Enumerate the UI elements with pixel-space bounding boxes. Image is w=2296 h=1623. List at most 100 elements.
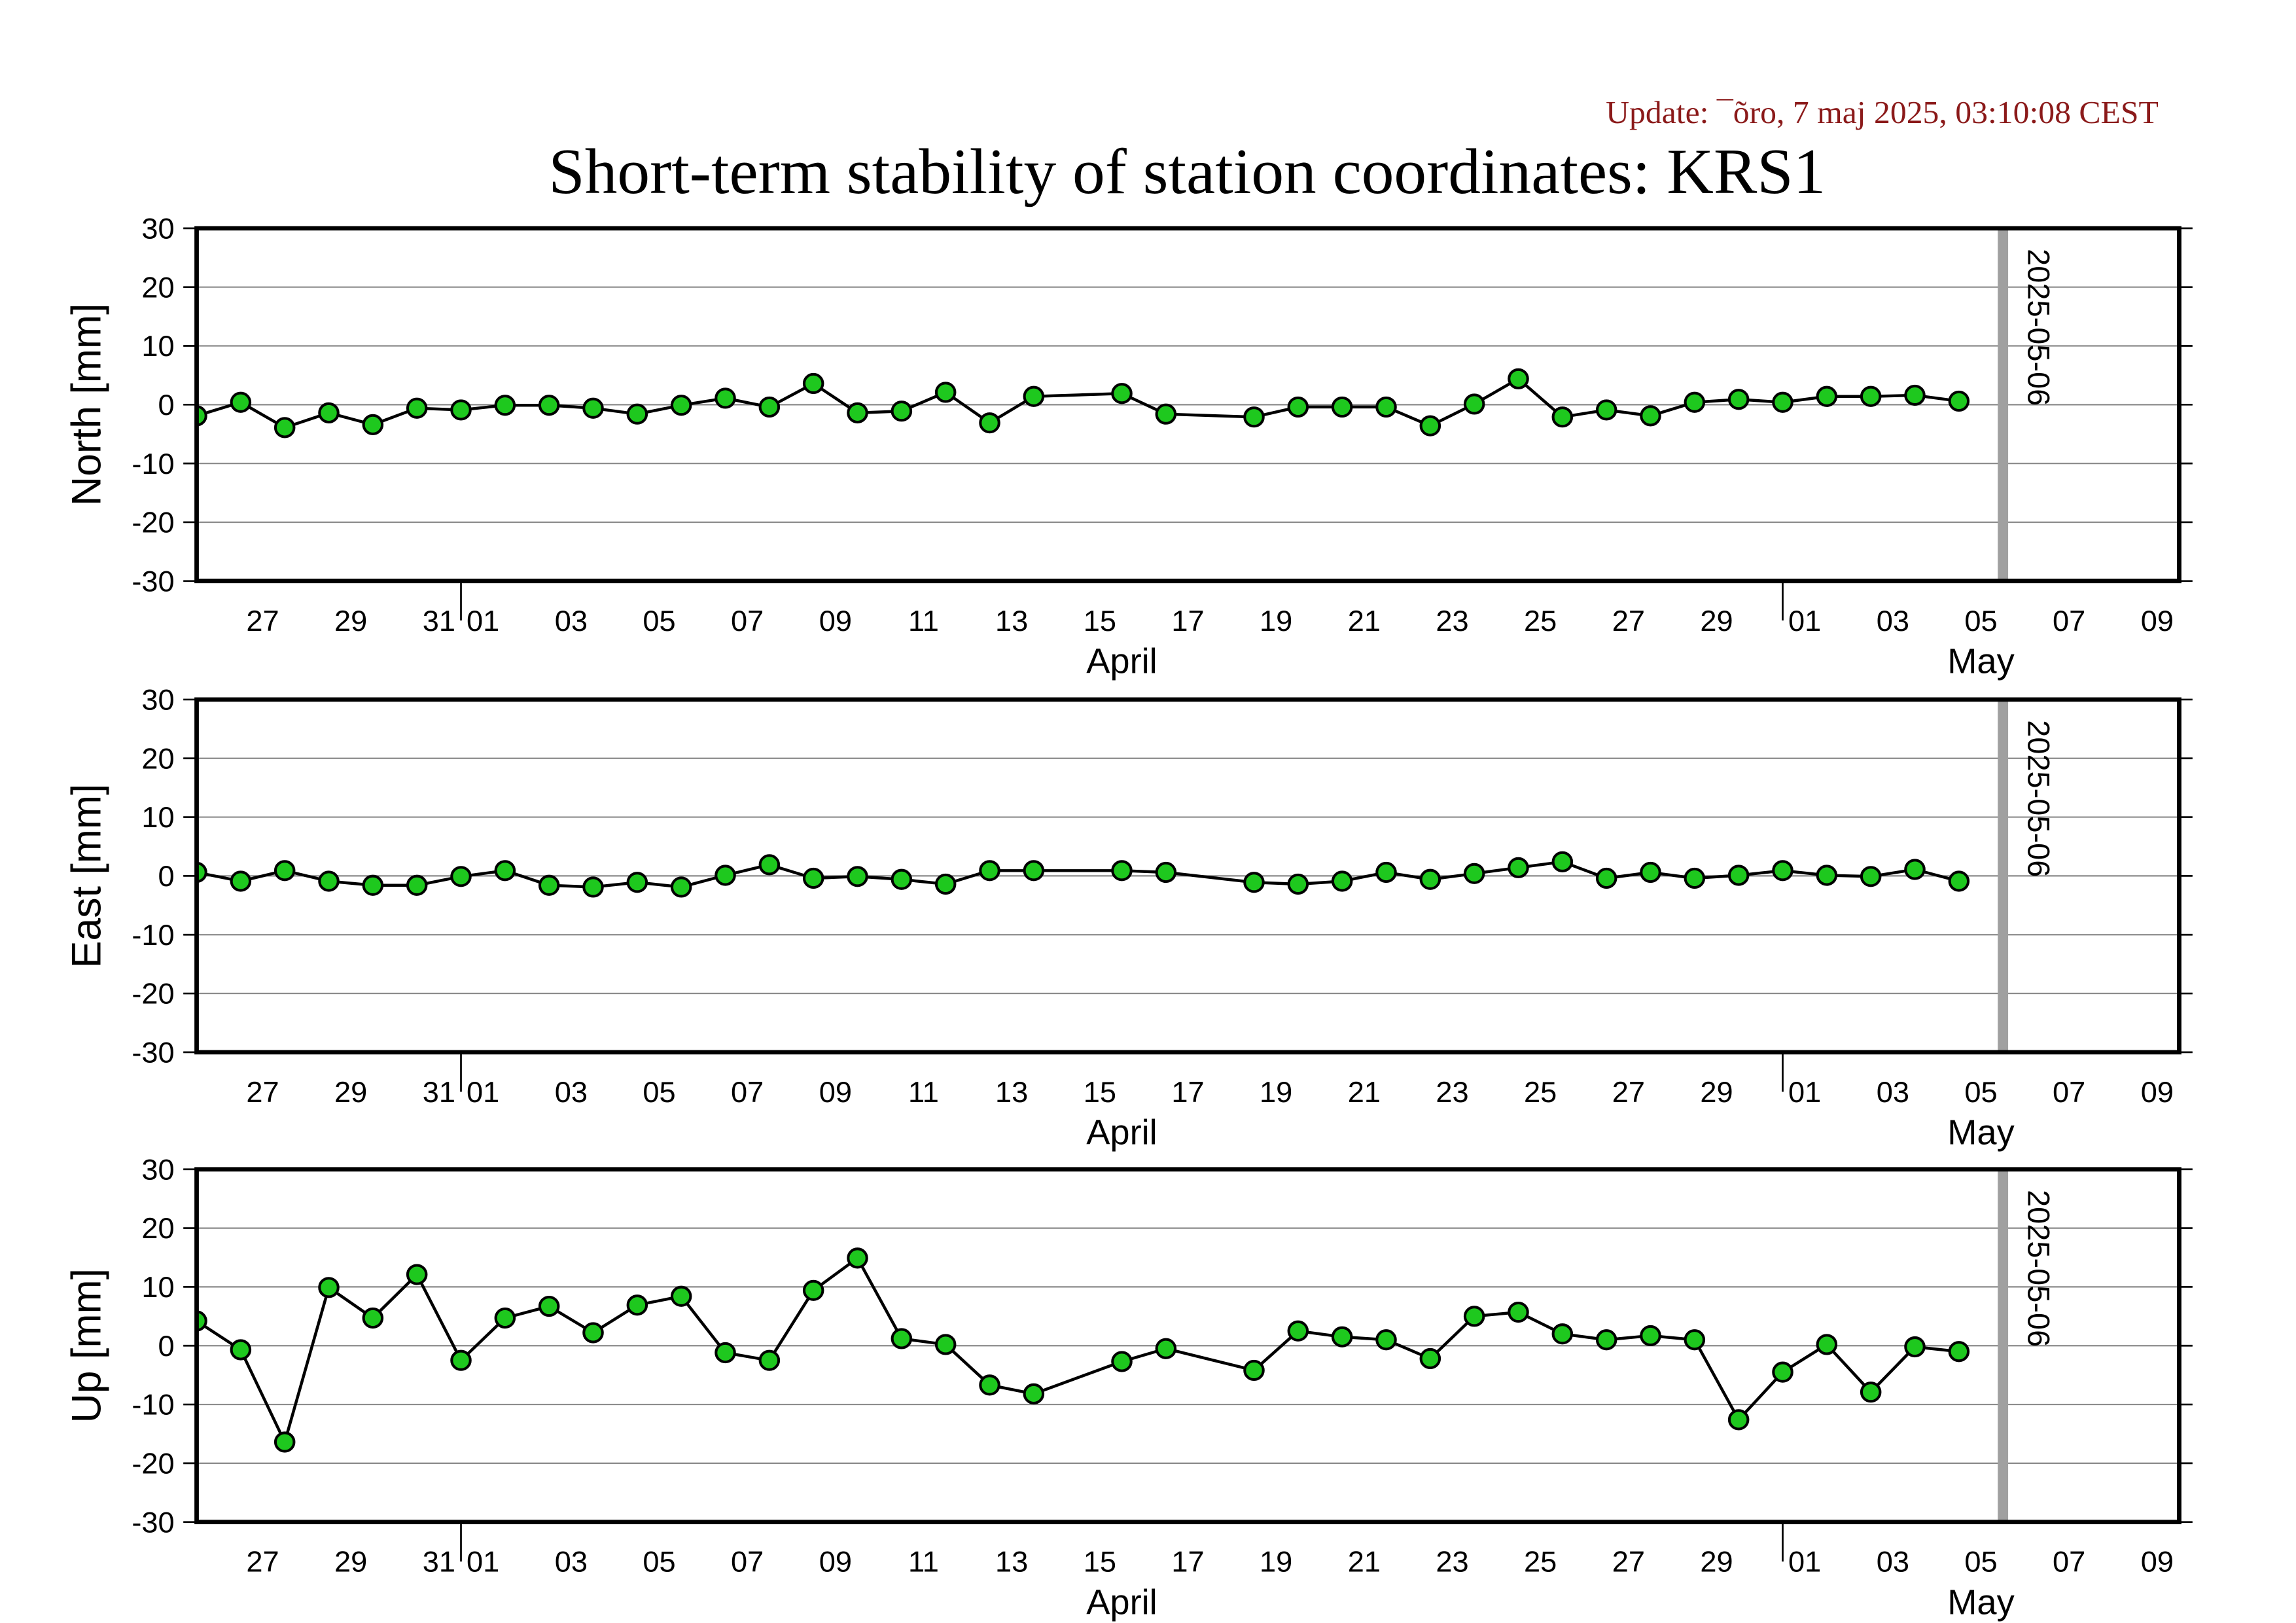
up-data-point [1375,1329,1397,1351]
north-data-point [1595,399,1617,421]
north-data-point [802,372,824,395]
east-data-point [318,870,340,892]
north-data-point [1684,391,1706,413]
east-x-tick-label: 05 [643,1075,675,1109]
up-y-tick-label: 10 [141,1270,174,1304]
east-data-point [1684,867,1706,889]
north-date-marker-label: 2025-05-06 [2021,249,2056,406]
up-x-tick-label: 01 [1788,1545,1821,1578]
east-date-marker-line [1998,699,2009,1052]
up-y-tick-label: 20 [141,1211,174,1245]
north-data-point [1727,389,1750,410]
up-data-point [1243,1359,1265,1382]
north-data-point [1772,391,1793,413]
east-y-tick-label: 20 [141,742,174,776]
east-data-point [494,860,516,882]
north-x-tick-label: 29 [1700,604,1733,637]
north-data-point [1816,385,1838,407]
up-x-tick-label: 09 [819,1545,852,1578]
east-data-point [1860,866,1882,887]
east-data-point [538,874,560,896]
up-data-point [1023,1383,1045,1404]
east-x-tick-label: 27 [1612,1075,1645,1109]
east-data-point [1287,873,1309,895]
up-y-tick-label: -10 [132,1388,174,1421]
east-data-point [450,866,472,887]
up-x-tick-label: 15 [1084,1545,1116,1578]
north-data-point [979,412,1000,434]
north-x-tick-label: 31 [423,604,455,637]
east-x-tick-label: 01 [1788,1075,1821,1109]
north-y-tick-label: -20 [132,506,174,539]
up-x-tick-label: 07 [731,1545,764,1578]
east-y-axis-title: East [mm] [63,784,109,969]
north-x-tick-label: 21 [1348,604,1381,637]
up-x-tick-label: 21 [1348,1545,1381,1578]
north-x-tick-label: 01 [1788,604,1821,637]
east-data-point [1463,863,1485,884]
north-series-group [196,368,1970,438]
north-x-tick-label: 05 [643,604,675,637]
north-date-marker-line [1998,228,2009,581]
up-data-point [406,1264,428,1285]
up-y-axis-title: Up [mm] [63,1268,109,1423]
up-data-point [1684,1329,1706,1351]
north-data-point [1463,393,1485,415]
up-data-point [1111,1351,1133,1372]
north-x-tick-label: 07 [731,604,764,637]
north-data-point [1948,390,1970,412]
up-data-point [362,1307,384,1329]
up-data-point [802,1279,824,1301]
north-x-tick-label: 15 [1084,604,1116,637]
north-month-label: May [1947,642,2014,681]
north-data-point [1331,396,1353,418]
north-data-point [196,405,207,427]
up-x-tick-label: 07 [2053,1545,2085,1578]
east-data-point [934,873,957,895]
up-data-point [715,1342,736,1364]
up-date-marker-label: 2025-05-06 [2021,1190,2056,1347]
east-month-label: May [1947,1113,2014,1152]
up-x-tick-label: 01 [467,1545,499,1578]
east-date-marker-label: 2025-05-06 [2021,720,2056,877]
up-y-tick-label: 0 [158,1329,174,1363]
north-data-point [1551,406,1574,428]
east-x-tick-label: 11 [908,1075,939,1109]
up-data-point [979,1374,1000,1396]
north-x-tick-label: 11 [908,604,939,637]
north-x-tick-label: 03 [555,604,588,637]
up-x-tick-label: 19 [1260,1545,1292,1578]
east-data-point [1331,870,1353,892]
up-data-point [758,1349,781,1371]
north-data-point [934,382,957,403]
up-data-point [1640,1325,1661,1347]
up-data-point [1727,1409,1750,1431]
up-x-tick-label: 11 [908,1545,939,1578]
north-y-tick-label: -30 [132,565,174,598]
east-data-point [1551,851,1574,872]
up-data-point [626,1294,648,1316]
north-data-point [626,403,648,425]
north-data-point [1860,385,1882,407]
north-data-point [230,391,252,413]
east-data-point [1111,860,1133,882]
north-x-tick-label: 23 [1436,604,1468,637]
east-data-point [1375,861,1397,883]
east-data-point [670,876,692,898]
up-data-point [450,1349,472,1371]
east-data-point [196,861,207,883]
east-data-point [1904,859,1926,880]
east-data-point [1508,857,1529,878]
north-data-point [538,395,560,416]
north-data-point [1023,385,1045,407]
up-x-tick-label: 29 [334,1545,367,1578]
up-data-point [1287,1320,1309,1342]
north-y-tick-label: -10 [132,447,174,480]
up-data-point [1331,1326,1353,1347]
east-y-tick-label: -30 [132,1036,174,1069]
east-data-point [230,870,252,892]
east-data-point [1595,867,1617,889]
up-month-label: May [1947,1583,2014,1622]
up-data-point [891,1328,913,1349]
